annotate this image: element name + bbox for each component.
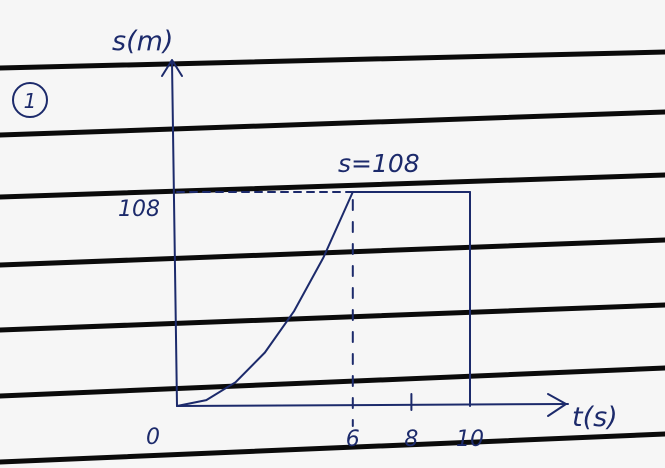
y-axis <box>171 61 178 407</box>
ruled-line <box>0 237 665 268</box>
tick-group: 6 8 10 108 <box>118 197 484 452</box>
origin-label: 0 <box>146 425 160 450</box>
ruled-line <box>0 172 665 200</box>
ruled-line <box>0 49 665 71</box>
ruled-line <box>0 109 665 138</box>
x-axis-label: t(s) <box>572 402 618 433</box>
x-tick-label: 8 <box>404 427 418 452</box>
ruled-line <box>0 365 665 399</box>
problem-number: 1 <box>24 89 37 113</box>
ruled-line <box>0 302 665 333</box>
y-axis-arrow <box>161 59 183 77</box>
y-tick-label: 108 <box>118 197 160 222</box>
ruled-line <box>0 431 665 465</box>
series-group <box>176 191 471 427</box>
x-axis-arrow <box>547 393 567 417</box>
y-axis-label: s(m) <box>112 26 173 57</box>
ruled-lines <box>0 49 665 465</box>
problem-number-circle <box>12 82 48 118</box>
x-axis <box>176 403 569 407</box>
annotation-s-108: s=108 <box>338 149 420 178</box>
x-tick-label: 10 <box>456 427 484 452</box>
series-line <box>176 191 471 407</box>
axes <box>161 59 569 417</box>
x-tick-label: 6 <box>346 427 360 452</box>
